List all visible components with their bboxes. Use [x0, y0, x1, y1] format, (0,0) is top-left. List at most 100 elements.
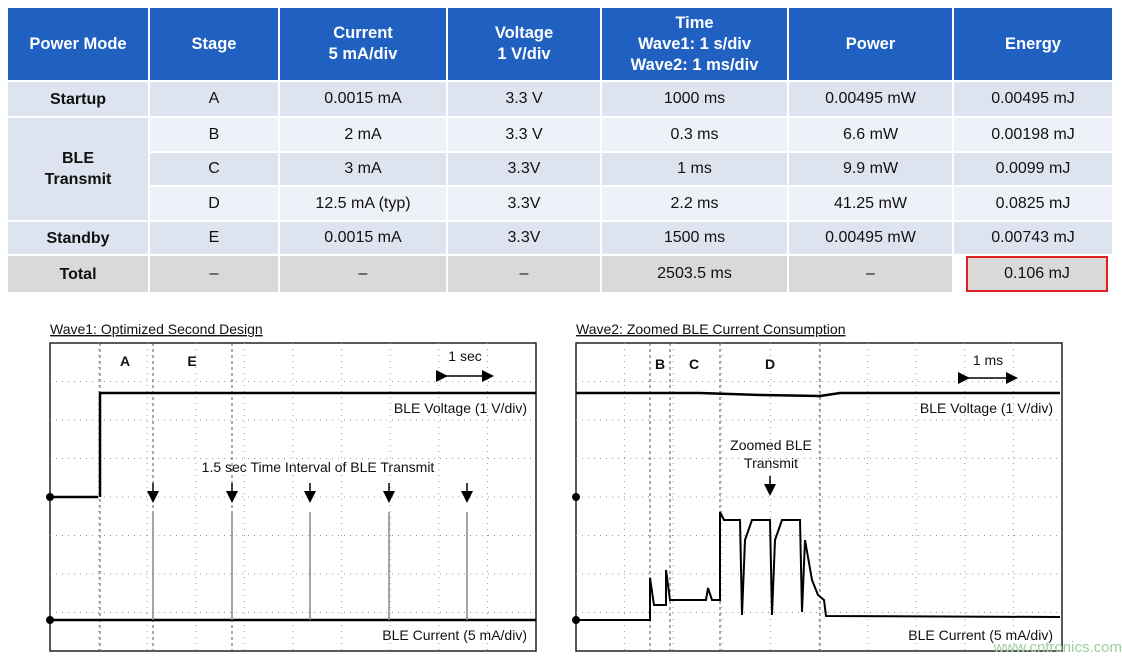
cell-text: 2503.5 ms — [657, 265, 732, 282]
cell-text: Current — [333, 24, 393, 42]
watermark: www.cntronics.com — [993, 639, 1122, 656]
table-cell: 0.00495 mJ — [954, 82, 1112, 116]
table-cell: 0.00495 mW — [789, 82, 952, 116]
table-cell: Voltage 1 V/div — [448, 8, 600, 80]
table-cell: 0.00743 mJ — [954, 222, 1112, 254]
table-cell: 0.0099 mJ — [954, 153, 1112, 185]
scope-frame — [575, 342, 1063, 652]
table-cell: 2503.5 ms — [602, 256, 787, 292]
table-cell: C — [150, 153, 278, 185]
wave1-title: Wave1: Optimized Second Design — [50, 321, 263, 337]
ground-marker — [572, 493, 580, 501]
table-cell: Current 5 mA/div — [280, 8, 446, 80]
cell-text: D — [208, 194, 220, 212]
table-cell: Energy — [954, 8, 1112, 80]
table-cell: – — [448, 256, 600, 292]
table-cell: 0.00495 mW — [789, 222, 952, 254]
stage-label: B — [655, 356, 665, 372]
table-cell: 0.3 ms — [602, 118, 787, 151]
cell-text: 2 mA — [344, 125, 382, 143]
cell-text: – — [358, 265, 368, 282]
scope-frame — [49, 342, 537, 652]
table-cell: 1000 ms — [602, 82, 787, 116]
cell-text: 0.00743 mJ — [991, 229, 1075, 246]
cell-text: Total — [59, 265, 97, 283]
cell-text: 2.2 ms — [670, 194, 719, 212]
cell-text: E — [208, 229, 220, 246]
cell-text: 3.3V — [507, 160, 541, 177]
table-cell: 1 ms — [602, 153, 787, 185]
table-cell: A — [150, 82, 278, 116]
cell-text: Time — [675, 13, 714, 32]
table-cell: – — [789, 256, 952, 292]
table-cell: 12.5 mA (typ) — [280, 187, 446, 220]
cell-text: 9.9 mW — [842, 160, 899, 177]
cell-text: – — [519, 265, 529, 282]
table-cell: 0.106 mJ — [966, 256, 1108, 292]
cell-text: Wave1: 1 s/div — [637, 34, 752, 53]
cell-text: C — [208, 160, 220, 177]
table-cell: Standby — [8, 222, 148, 254]
cell-text: 0.0099 mJ — [995, 160, 1071, 177]
table-cell: 0.0015 mA — [280, 82, 446, 116]
cell-text: Voltage — [494, 24, 554, 42]
cell-text: A — [208, 90, 220, 107]
cell-text: – — [866, 265, 875, 282]
scale-label: 1 sec — [448, 348, 481, 364]
cell-text: 5 mA/div — [328, 45, 398, 63]
table-cell: 1500 ms — [602, 222, 787, 254]
stage-label: C — [689, 356, 699, 372]
cell-text: Wave2: 1 ms/div — [630, 55, 759, 74]
cell-text: B — [208, 125, 220, 143]
stage-label: D — [765, 356, 775, 372]
cell-text: Standby — [46, 229, 110, 247]
cell-text: BLE — [62, 150, 94, 167]
table-cell: Startup — [8, 82, 148, 116]
cell-text: 3.3 V — [505, 125, 543, 143]
annotation: 1.5 sec Time Interval of BLE Transmit — [202, 459, 435, 475]
cell-text: 12.5 mA (typ) — [315, 194, 411, 212]
cell-text: 1 V/div — [497, 45, 551, 63]
cell-text: 3.3 V — [505, 90, 543, 107]
cell-text: 0.0015 mA — [324, 229, 402, 246]
wave2-title: Wave2: Zoomed BLE Current Consumption — [576, 321, 846, 337]
cell-text: 0.106 mJ — [1004, 265, 1070, 282]
cell-text: Startup — [50, 90, 106, 108]
table-cell: 0.0825 mJ — [954, 187, 1112, 220]
scale-label: 1 ms — [973, 352, 1003, 368]
current-trace — [576, 511, 1061, 621]
cell-text: 3 mA — [344, 160, 382, 177]
cell-text: Power — [845, 34, 896, 53]
table-cell: – — [150, 256, 278, 292]
cell-text: Stage — [191, 34, 237, 53]
table-cell: 6.6 mW — [789, 118, 952, 151]
table-cell: Power Mode — [8, 8, 148, 80]
cell-text: 3.3V — [507, 194, 541, 212]
table-cell: 3.3V — [448, 153, 600, 185]
cell-text: 1500 ms — [663, 229, 726, 246]
voltage-label: BLE Voltage (1 V/div) — [394, 400, 527, 416]
current-label: BLE Current (5 mA/div) — [382, 627, 527, 643]
cell-text: 0.00198 mJ — [991, 125, 1075, 143]
table-cell: 3.3 V — [448, 118, 600, 151]
current-label: BLE Current (5 mA/div) — [908, 627, 1053, 643]
cell-text: Transmit — [44, 171, 112, 188]
table-cell: 0.0015 mA — [280, 222, 446, 254]
cell-text: 0.00495 mW — [825, 229, 916, 246]
table-cell: Total — [8, 256, 148, 292]
cell-text: 0.00495 mW — [825, 90, 916, 107]
table-cell: 2 mA — [280, 118, 446, 151]
table-cell: Stage — [150, 8, 278, 80]
table-cell: BLE Transmit — [8, 118, 148, 220]
table-cell: E — [150, 222, 278, 254]
cell-text: 6.6 mW — [842, 125, 899, 143]
cell-text: 1000 ms — [663, 90, 726, 107]
voltage-trace — [576, 391, 1060, 398]
stage-label: E — [187, 353, 196, 369]
table-cell: B — [150, 118, 278, 151]
cell-text: 0.00495 mJ — [991, 90, 1075, 107]
stage-label: A — [120, 353, 130, 369]
table-cell: Power — [789, 8, 952, 80]
